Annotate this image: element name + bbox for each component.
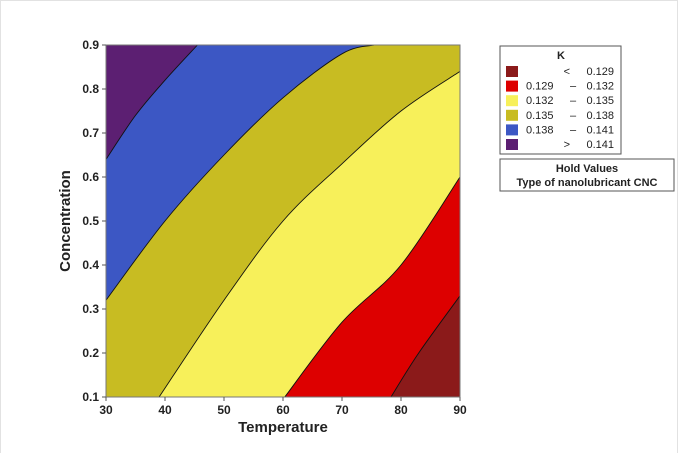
y-tick-label: 0.6 [82,170,99,184]
legend-label: 0.132 [526,95,554,107]
legend-label: – [570,95,577,107]
x-tick-label: 80 [394,403,408,417]
x-tick-label: 70 [335,403,349,417]
hold-values-row: Type of nanolubricant CNC [517,177,658,189]
y-axis: 0.1 0.2 0.3 0.4 0.5 0.6 0.7 0.8 0.9 [82,38,106,404]
legend: K <0.1290.129–0.1320.132–0.1350.135–0.13… [499,45,622,155]
contour-line-1 [390,295,461,398]
legend-label: 0.129 [526,81,554,93]
legend-label: 0.132 [586,81,614,93]
contour-lines [105,44,461,398]
y-axis-label: Concentration [57,170,74,272]
legend-swatch [506,80,518,92]
legend-box [499,45,622,155]
legend-label: – [570,81,577,93]
x-tick-label: 40 [158,403,172,417]
legend-swatch [506,109,518,121]
legend-label: 0.141 [586,139,614,151]
y-tick-label: 0.7 [82,126,99,140]
legend-title: K [557,50,565,62]
x-tick-label: 90 [453,403,467,417]
hold-values-title: Hold Values [556,163,618,175]
contour-line-2 [284,176,461,398]
contour-line-3 [158,71,461,398]
y-tick-label: 0.4 [82,258,99,272]
hold-values-border [499,158,675,192]
y-tick-label: 0.2 [82,346,99,360]
legend-swatch [506,139,518,150]
x-tick-label: 30 [99,403,113,417]
legend-label: 0.129 [586,66,614,78]
legend-swatch [506,66,518,77]
y-tick-label: 0.1 [82,390,99,404]
legend-label: 0.138 [586,110,614,122]
legend-label: – [570,124,577,136]
y-tick-label: 0.8 [82,82,99,96]
contour-line-5 [105,44,198,160]
legend-swatch [506,124,518,136]
legend-label: 0.135 [526,110,554,122]
x-axis-label: Temperature [238,419,328,436]
x-tick-label: 50 [217,403,231,417]
legend-label: 0.141 [586,124,614,136]
legend-swatch [506,95,518,107]
y-tick-label: 0.5 [82,214,99,228]
region-band-1 [390,295,460,397]
legend-label: < [564,66,570,78]
legend-label: 0.138 [526,124,554,136]
legend-label: – [570,110,577,122]
region-band-2 [284,177,460,397]
x-tick-label: 60 [276,403,290,417]
contour-line-4 [105,44,375,301]
x-axis: 30 40 50 60 70 80 90 [99,397,467,417]
legend-items: <0.1290.129–0.1320.132–0.1350.135–0.1380… [506,66,614,151]
hold-values-box: Hold Values Type of nanolubricant CNC [499,158,675,192]
legend-label: > [564,139,570,151]
legend-label: 0.135 [586,95,614,107]
y-tick-label: 0.3 [82,302,99,316]
y-tick-label: 0.9 [82,38,99,52]
